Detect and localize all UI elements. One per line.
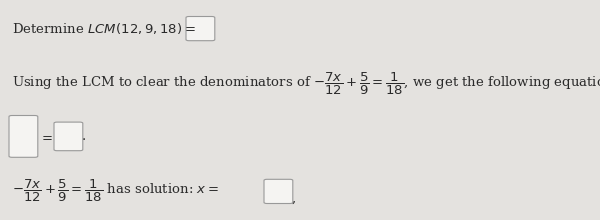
FancyBboxPatch shape [264, 179, 293, 204]
Text: Determine $\mathit{LCM}(12, 9, 18) =$: Determine $\mathit{LCM}(12, 9, 18) =$ [12, 21, 196, 36]
Text: ,: , [292, 191, 296, 205]
Text: $-\dfrac{7x}{12}+\dfrac{5}{9}=\dfrac{1}{18}$ has solution: $x=$: $-\dfrac{7x}{12}+\dfrac{5}{9}=\dfrac{1}{… [12, 178, 219, 204]
Text: Using the LCM to clear the denominators of $-\dfrac{7x}{12}+\dfrac{5}{9}=\dfrac{: Using the LCM to clear the denominators … [12, 71, 600, 97]
Text: .: . [82, 130, 86, 143]
FancyBboxPatch shape [186, 16, 215, 41]
Text: $=$: $=$ [39, 130, 53, 143]
FancyBboxPatch shape [9, 116, 38, 157]
FancyBboxPatch shape [54, 122, 83, 151]
